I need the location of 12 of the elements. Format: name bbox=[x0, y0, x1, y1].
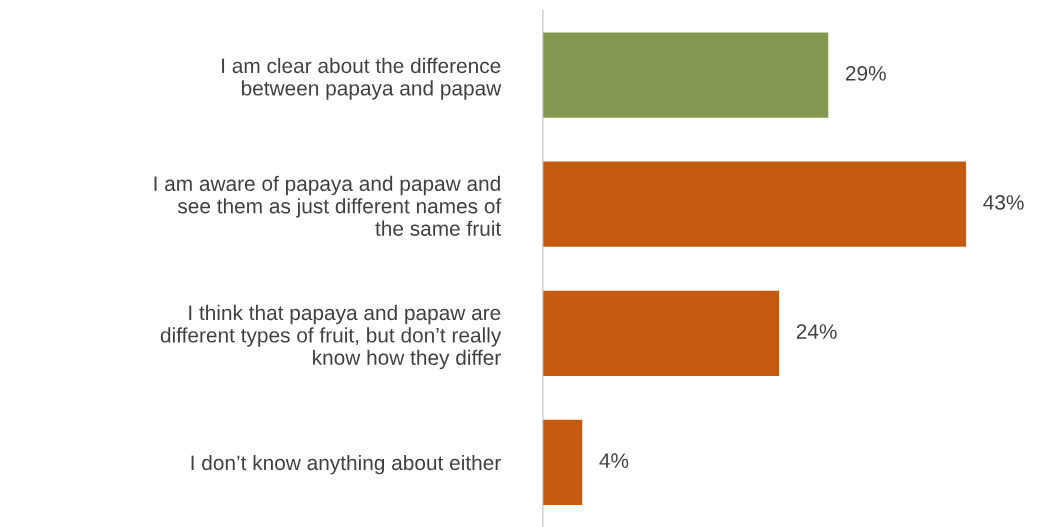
data-label: 4% bbox=[599, 453, 629, 468]
data-label: 24% bbox=[796, 324, 837, 339]
bar bbox=[542, 161, 967, 247]
y-tick-label: I don’t know anything about either bbox=[191, 454, 501, 475]
y-tick-label: I think that papaya and papaw are different types of fruit, but don’t really know how they differ bbox=[160, 304, 502, 370]
data-label: 29% bbox=[845, 65, 886, 81]
bar bbox=[542, 290, 780, 376]
data-label: 43% bbox=[983, 195, 1024, 210]
bar bbox=[542, 32, 829, 118]
bar bbox=[542, 419, 583, 506]
y-tick-label: I am clear about the difference between papaya and papaw bbox=[222, 57, 502, 100]
y-tick-label: I am aware of papaya and papaw and see them as just different names of the same fruit bbox=[154, 175, 502, 236]
